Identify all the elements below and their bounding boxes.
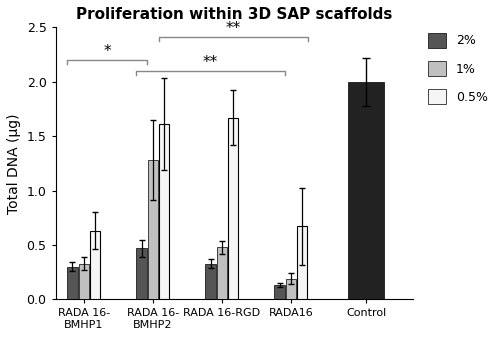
Text: **: **	[226, 21, 241, 36]
Bar	[216, 247, 227, 300]
Bar	[148, 160, 158, 300]
Y-axis label: Total DNA (μg): Total DNA (μg)	[7, 113, 21, 214]
Bar	[68, 267, 78, 300]
Bar	[286, 279, 296, 300]
Bar	[206, 264, 216, 300]
Bar	[297, 226, 308, 300]
Bar	[90, 231, 101, 300]
Bar	[159, 124, 170, 300]
Text: **: **	[203, 55, 218, 70]
Bar	[78, 264, 89, 300]
Text: *: *	[103, 44, 111, 59]
Bar	[274, 285, 285, 300]
Title: Proliferation within 3D SAP scaffolds: Proliferation within 3D SAP scaffolds	[76, 7, 392, 22]
Bar	[228, 118, 238, 300]
Legend: 2%, 1%, 0.5%: 2%, 1%, 0.5%	[424, 28, 493, 109]
Bar	[348, 82, 384, 300]
Bar	[136, 248, 146, 300]
